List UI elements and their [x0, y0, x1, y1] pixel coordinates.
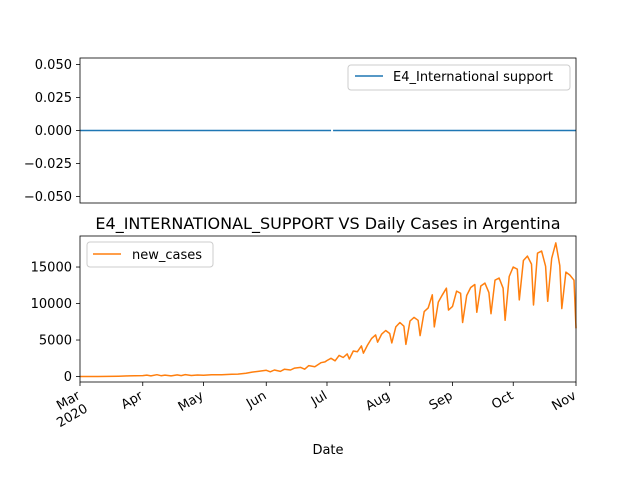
y-tick-label: 15000	[31, 261, 72, 276]
x-tick-label: Sep	[427, 388, 456, 413]
y-tick-label: 0.025	[35, 91, 72, 106]
top-y-ticks: −0.050 −0.025 0.000 0.025 0.050	[24, 58, 80, 205]
y-tick-label: 5000	[39, 334, 72, 349]
x-tick-label: May	[176, 388, 207, 415]
x-tick-label: Jun	[243, 388, 269, 412]
y-tick-label: −0.050	[24, 190, 72, 205]
y-tick-label: 10000	[31, 297, 72, 312]
y-tick-label: −0.025	[24, 157, 72, 172]
y-tick-label: 0.000	[35, 124, 72, 139]
bottom-legend-box	[86, 241, 214, 268]
x-tick-label: Nov	[550, 388, 580, 414]
bottom-chart-title: E4_INTERNATIONAL_SUPPORT VS Daily Cases …	[95, 214, 560, 234]
top-legend-label: E4_International support	[393, 70, 553, 85]
top-axes: −0.050 −0.025 0.000 0.025 0.050 E4_Internati…	[24, 57, 577, 205]
bottom-legend-label: new_cases	[132, 248, 202, 263]
top-axes-frame	[79, 57, 577, 204]
x-tick-label: Mar2020	[47, 388, 91, 431]
bottom-y-ticks: 0 5000 10000 15000	[31, 261, 80, 385]
series-line	[80, 242, 577, 378]
bottom-series-lines	[80, 242, 577, 378]
x-tick-label: Aug	[363, 388, 392, 414]
bottom-x-ticks: Mar2020 Apr May Jun Jul Aug Sep Oct Nov	[47, 382, 580, 431]
bottom-axes: E4_INTERNATIONAL_SUPPORT VS Daily Cases …	[31, 214, 580, 458]
y-tick-label: 0.050	[35, 58, 72, 73]
top-legend-box	[347, 64, 571, 91]
x-tick-label: Jul	[308, 388, 330, 409]
y-tick-label: 0	[64, 370, 72, 385]
top-legend: E4_International support	[347, 64, 571, 91]
x-tick-label: Oct	[489, 388, 516, 412]
bottom-legend: new_cases	[86, 241, 214, 268]
x-axis-label: Date	[312, 443, 343, 458]
bottom-axes-frame	[79, 235, 577, 383]
x-tick-label: Apr	[119, 388, 147, 413]
